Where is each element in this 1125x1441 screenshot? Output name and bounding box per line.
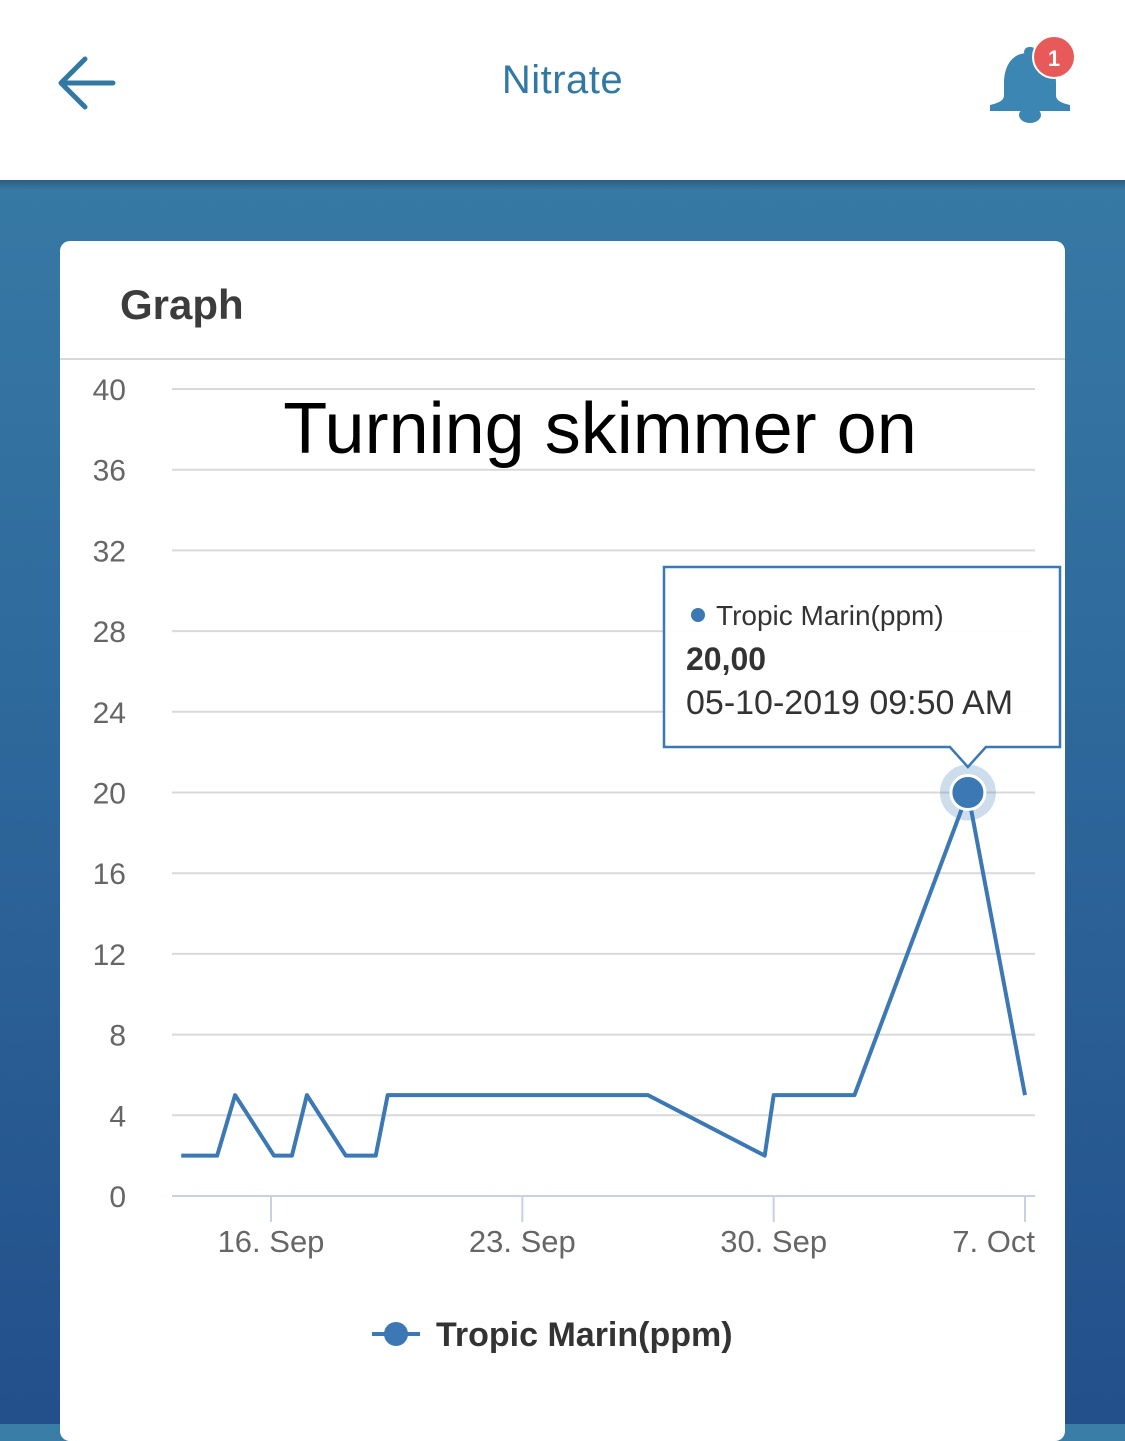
card-title: Graph bbox=[120, 281, 244, 328]
data-points bbox=[939, 764, 996, 821]
legend-marker bbox=[384, 1322, 408, 1346]
back-button[interactable] bbox=[55, 50, 121, 116]
tooltip-value: 20,00 bbox=[686, 641, 766, 677]
app-header: Nitrate 1 bbox=[0, 0, 1125, 180]
y-tick-label: 32 bbox=[93, 535, 126, 568]
legend-label: Tropic Marin(ppm) bbox=[436, 1316, 733, 1354]
tooltip: Tropic Marin(ppm) 20,00 05-10-2019 09:50… bbox=[662, 565, 1062, 769]
y-tick-label: 0 bbox=[109, 1181, 126, 1214]
nitrate-chart[interactable]: 0 4 8 12 16 20 24 28 32 36 40 16. Sep 23. Sep 30. Se… bbox=[60, 241, 1065, 1424]
y-tick-label: 36 bbox=[93, 455, 126, 488]
chart-legend[interactable]: Tropic Marin(ppm) bbox=[372, 1316, 733, 1354]
y-tick-label: 40 bbox=[93, 374, 126, 407]
tooltip-series-name: Tropic Marin(ppm) bbox=[716, 600, 944, 631]
tooltip-timestamp: 05-10-2019 09:50 AM bbox=[686, 684, 1013, 722]
graph-card: Graph 0 4 8 12 16 20 24 28 32 36 40 16. Sep 23. Sep… bbox=[60, 241, 1065, 1441]
x-tick-label: 23. Sep bbox=[469, 1224, 576, 1259]
x-axis: 16. Sep 23. Sep 30. Sep 7. Oct bbox=[218, 1196, 1035, 1259]
page-title: Nitrate bbox=[501, 58, 624, 102]
y-tick-label: 24 bbox=[93, 697, 126, 730]
header-shadow bbox=[0, 180, 1125, 190]
notification-badge: 1 bbox=[1032, 35, 1076, 79]
x-tick-label: 16. Sep bbox=[218, 1224, 325, 1259]
card-divider bbox=[60, 358, 1065, 360]
y-tick-label: 12 bbox=[93, 939, 126, 972]
x-tick-label: 30. Sep bbox=[720, 1224, 827, 1259]
y-axis: 0 4 8 12 16 20 24 28 32 36 40 bbox=[93, 374, 126, 1214]
highlighted-data-point[interactable] bbox=[949, 774, 987, 811]
series-line-tropic-marin bbox=[181, 790, 1027, 1158]
grid-lines bbox=[172, 388, 1035, 1197]
y-tick-label: 28 bbox=[93, 616, 126, 649]
y-tick-label: 4 bbox=[109, 1100, 126, 1133]
y-tick-label: 16 bbox=[93, 858, 126, 891]
chart-annotation: Turning skimmer on bbox=[283, 389, 917, 469]
x-tick-label: 7. Oct bbox=[952, 1224, 1035, 1259]
y-tick-label: 20 bbox=[93, 778, 126, 811]
y-tick-label: 8 bbox=[109, 1020, 126, 1053]
tooltip-series-marker bbox=[691, 608, 705, 622]
tooltip-box bbox=[662, 565, 1062, 769]
arrow-left-icon bbox=[58, 56, 116, 110]
